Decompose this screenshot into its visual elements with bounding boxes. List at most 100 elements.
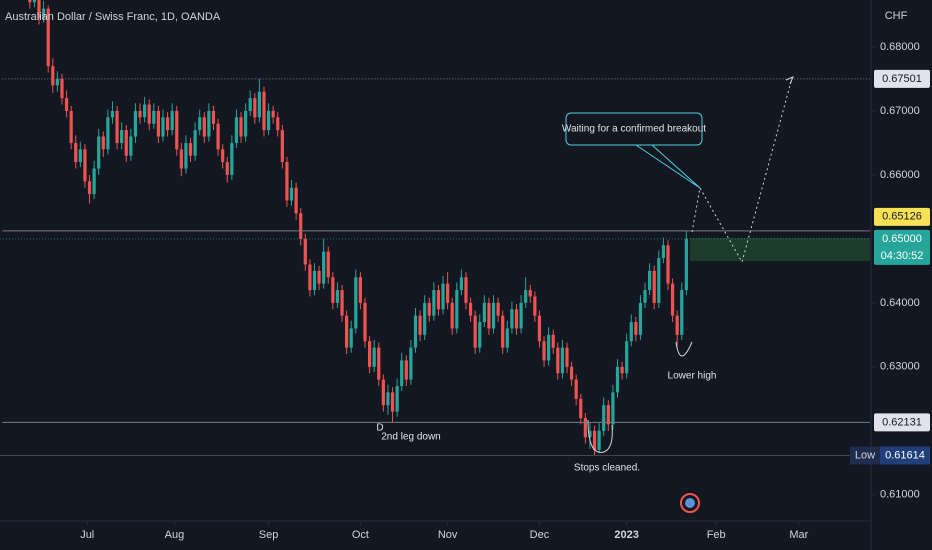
candle-body bbox=[28, 0, 32, 3]
candle-body bbox=[404, 360, 408, 380]
candle-body bbox=[533, 296, 537, 316]
candle-body bbox=[60, 78, 64, 99]
candle-body bbox=[124, 130, 128, 156]
candle-body bbox=[638, 302, 643, 335]
candle-body bbox=[239, 117, 243, 137]
candle-body bbox=[657, 258, 661, 303]
candle-body bbox=[161, 117, 165, 137]
x-tick-label: Mar bbox=[789, 529, 808, 541]
candle-body bbox=[496, 302, 500, 316]
y-tick-label: 0.66000 bbox=[880, 169, 920, 181]
candle-body bbox=[280, 130, 284, 163]
low-name: Low bbox=[855, 449, 875, 461]
candle-body bbox=[216, 123, 220, 150]
candle-body bbox=[629, 322, 633, 342]
candle-body bbox=[331, 277, 335, 303]
candle-body bbox=[652, 270, 656, 303]
candle-body bbox=[491, 302, 496, 329]
candle-body bbox=[326, 251, 330, 278]
projection bbox=[691, 77, 793, 264]
candle-body bbox=[193, 130, 197, 156]
candle-body bbox=[312, 270, 317, 291]
candle-body bbox=[335, 290, 340, 303]
candle-body bbox=[569, 366, 574, 380]
candle-body bbox=[390, 392, 395, 412]
candle-body bbox=[32, 0, 37, 3]
zone bbox=[690, 238, 870, 261]
candle-body bbox=[579, 398, 583, 419]
candle-body bbox=[661, 245, 666, 259]
candle-body bbox=[615, 366, 620, 393]
candle-body bbox=[83, 149, 87, 182]
candle-body bbox=[285, 162, 289, 201]
candle-body bbox=[294, 187, 298, 214]
x-tick-label: Dec bbox=[530, 529, 550, 541]
candle-body bbox=[354, 277, 358, 329]
candle-body bbox=[266, 110, 271, 131]
low-name-box bbox=[850, 446, 880, 465]
candle-body bbox=[542, 341, 546, 361]
y-tick-label: 0.68000 bbox=[880, 41, 920, 53]
candle-body bbox=[643, 290, 647, 303]
candle-body bbox=[510, 309, 514, 329]
candle-body bbox=[634, 322, 638, 335]
chart-title: Australian Dollar / Swiss Franc, 1D, OAN… bbox=[5, 11, 221, 23]
candle-body bbox=[179, 149, 183, 169]
candle-body bbox=[455, 290, 459, 329]
candle-body bbox=[524, 290, 528, 303]
candle-body bbox=[101, 136, 105, 150]
candle-body bbox=[308, 264, 312, 291]
candle-body bbox=[372, 347, 376, 367]
candle-body bbox=[358, 277, 363, 303]
candle-body bbox=[317, 270, 321, 284]
candle-body bbox=[138, 110, 142, 118]
candle-body bbox=[202, 117, 206, 137]
candle-body bbox=[670, 283, 675, 316]
candle-body bbox=[363, 302, 367, 342]
arc bbox=[675, 341, 693, 357]
candle-body bbox=[482, 302, 486, 323]
candle-body bbox=[377, 347, 381, 380]
last-price-box bbox=[874, 229, 930, 265]
candle-body bbox=[156, 110, 160, 137]
candle-body bbox=[519, 302, 523, 329]
candle-body bbox=[537, 315, 542, 342]
candle-body bbox=[97, 136, 101, 169]
arc bbox=[587, 419, 613, 453]
candle-body bbox=[436, 290, 441, 310]
candle-body bbox=[648, 270, 652, 291]
candle-body bbox=[234, 117, 239, 143]
last-price-label: 0.65000 bbox=[882, 233, 922, 245]
y-tick-label: 0.64000 bbox=[880, 297, 920, 309]
countdown: 04:30:52 bbox=[881, 250, 924, 262]
projection-arrow bbox=[785, 76, 794, 85]
candle-body bbox=[133, 110, 138, 137]
candle-body bbox=[74, 142, 78, 163]
candle-body bbox=[340, 290, 344, 316]
candle-body bbox=[244, 110, 248, 137]
callout-pointer bbox=[635, 144, 701, 189]
candle-body bbox=[386, 392, 390, 406]
candle-body bbox=[551, 334, 555, 348]
candle-body bbox=[547, 334, 551, 361]
annotation: D bbox=[376, 423, 383, 434]
candle-body bbox=[400, 360, 404, 387]
x-tick-label: Nov bbox=[438, 529, 458, 541]
candle-body bbox=[37, 0, 41, 19]
candle-body bbox=[395, 386, 399, 412]
candle-body bbox=[198, 117, 202, 131]
candle-body bbox=[87, 181, 92, 195]
x-tick-label: Jul bbox=[80, 529, 94, 541]
candle-body bbox=[64, 98, 69, 111]
candle-body bbox=[606, 405, 610, 425]
candle-body bbox=[464, 277, 468, 303]
candle-body bbox=[446, 283, 450, 303]
candle-body bbox=[221, 149, 225, 163]
candle-body bbox=[276, 117, 280, 131]
candle-body bbox=[152, 110, 156, 124]
x-tick-label: Feb bbox=[707, 529, 726, 541]
candle-body bbox=[441, 283, 445, 310]
candle-body bbox=[106, 117, 110, 150]
candle-body bbox=[322, 251, 326, 284]
